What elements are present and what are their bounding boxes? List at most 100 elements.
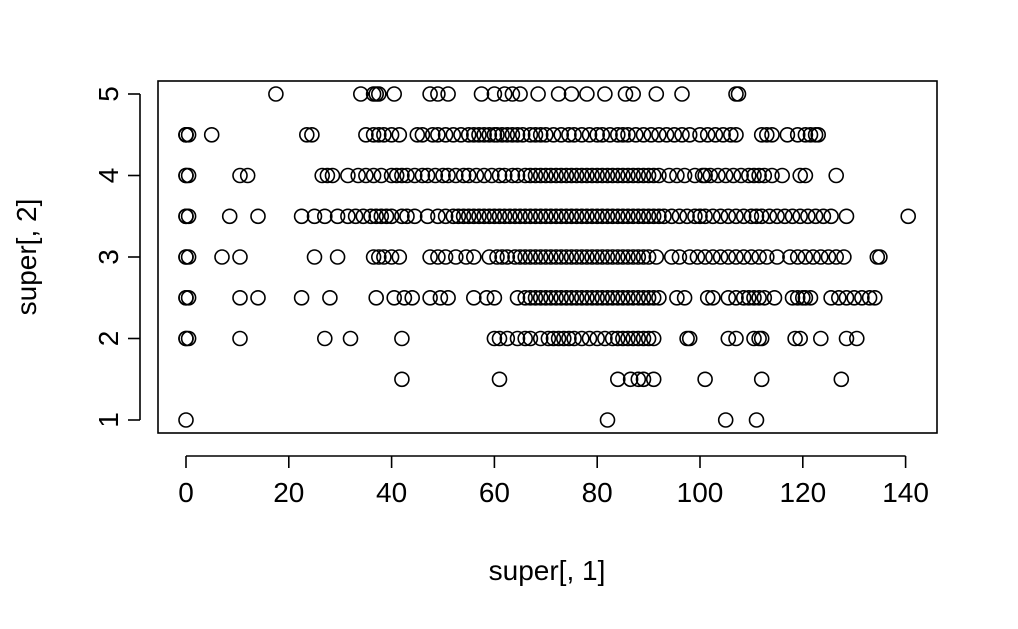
data-point bbox=[609, 289, 626, 306]
data-point bbox=[561, 330, 577, 347]
data-point bbox=[604, 167, 621, 184]
data-point bbox=[306, 208, 323, 225]
data-point bbox=[563, 167, 580, 184]
data-point bbox=[838, 330, 855, 347]
data-point bbox=[627, 127, 644, 143]
data-point bbox=[720, 289, 737, 306]
data-point bbox=[509, 167, 526, 184]
data-point bbox=[404, 289, 421, 306]
data-point bbox=[748, 208, 765, 225]
data-point bbox=[394, 371, 410, 388]
data-point bbox=[476, 208, 492, 225]
data-point bbox=[792, 330, 809, 347]
data-point bbox=[671, 249, 688, 265]
data-point bbox=[710, 167, 726, 184]
data-point bbox=[728, 127, 744, 143]
data-point bbox=[496, 208, 513, 225]
data-point bbox=[746, 289, 762, 306]
data-point bbox=[838, 289, 855, 306]
data-point bbox=[735, 208, 752, 225]
data-point bbox=[422, 249, 438, 265]
data-point bbox=[651, 167, 667, 184]
data-point bbox=[537, 127, 554, 143]
data-point bbox=[756, 167, 773, 184]
data-point bbox=[355, 208, 372, 225]
y-tick-label: 5 bbox=[93, 86, 124, 102]
data-point bbox=[604, 330, 621, 347]
data-point bbox=[753, 330, 770, 347]
data-point bbox=[599, 167, 616, 184]
data-point bbox=[424, 127, 441, 143]
data-point bbox=[376, 127, 392, 143]
data-point bbox=[579, 167, 595, 184]
data-point bbox=[486, 330, 503, 347]
data-point bbox=[232, 289, 248, 306]
data-point bbox=[635, 127, 652, 143]
data-point bbox=[455, 208, 472, 225]
data-point bbox=[509, 127, 526, 143]
data-point bbox=[568, 289, 585, 306]
data-point bbox=[383, 167, 400, 184]
data-point bbox=[232, 167, 248, 184]
data-point bbox=[445, 208, 462, 225]
data-point bbox=[802, 289, 819, 306]
data-point bbox=[830, 289, 847, 306]
data-point bbox=[589, 167, 606, 184]
data-point bbox=[604, 249, 621, 265]
data-point bbox=[797, 167, 814, 184]
data-point bbox=[499, 249, 516, 265]
data-point bbox=[707, 127, 724, 143]
data-point bbox=[399, 167, 415, 184]
data-point bbox=[597, 86, 613, 102]
data-point bbox=[522, 289, 539, 306]
data-point bbox=[414, 167, 431, 184]
data-point bbox=[340, 208, 356, 225]
data-point bbox=[573, 330, 590, 347]
data-point bbox=[748, 412, 765, 428]
data-point bbox=[625, 289, 642, 306]
data-point bbox=[440, 289, 456, 306]
data-point bbox=[370, 249, 387, 265]
data-point bbox=[815, 208, 832, 225]
data-point bbox=[573, 249, 590, 265]
data-point bbox=[478, 289, 495, 306]
data-point bbox=[900, 208, 917, 225]
x-tick-label: 140 bbox=[882, 477, 929, 508]
data-point bbox=[365, 127, 382, 143]
data-point bbox=[579, 208, 595, 225]
data-point bbox=[594, 289, 611, 306]
data-point bbox=[697, 167, 713, 184]
data-point bbox=[319, 167, 336, 184]
data-point bbox=[651, 127, 667, 143]
data-point bbox=[854, 289, 870, 306]
data-point bbox=[481, 208, 498, 225]
data-point bbox=[740, 289, 757, 306]
data-point bbox=[743, 249, 760, 265]
data-point bbox=[548, 289, 564, 306]
data-point bbox=[615, 330, 631, 347]
data-point bbox=[447, 249, 464, 265]
data-point bbox=[358, 167, 374, 184]
data-point bbox=[517, 167, 534, 184]
data-point bbox=[728, 208, 744, 225]
data-point bbox=[820, 249, 837, 265]
data-point bbox=[329, 249, 346, 265]
data-point bbox=[460, 167, 477, 184]
data-point bbox=[370, 127, 387, 143]
data-point bbox=[751, 289, 767, 306]
data-point bbox=[180, 249, 197, 265]
data-point bbox=[604, 289, 621, 306]
data-point bbox=[663, 249, 680, 265]
data-point bbox=[615, 167, 631, 184]
y-axis: 1 2 3 4 5 bbox=[93, 86, 141, 428]
data-point bbox=[471, 208, 487, 225]
data-point bbox=[368, 289, 385, 306]
data-point bbox=[620, 249, 636, 265]
y-tick-label: 2 bbox=[93, 331, 124, 347]
data-point bbox=[751, 249, 767, 265]
data-point bbox=[268, 86, 284, 102]
data-point bbox=[740, 167, 757, 184]
data-point bbox=[507, 208, 523, 225]
data-point bbox=[573, 208, 590, 225]
data-point bbox=[640, 289, 657, 306]
